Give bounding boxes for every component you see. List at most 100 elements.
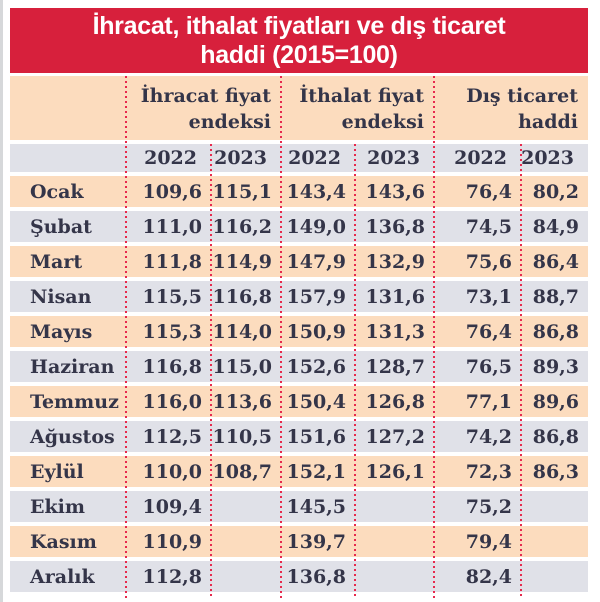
table-row: Mayıs 115,3 114,0 150,9 131,3 76,4 86,8 [10, 316, 588, 347]
left-edge-shadow [0, 0, 3, 602]
month-label: Eylül [30, 460, 84, 483]
value-cell: 86,8 [532, 425, 579, 448]
value-cell [521, 526, 588, 557]
value-cell: 152,1 [286, 460, 347, 483]
value-cell: 111,8 [142, 250, 203, 273]
value-cell: 112,5 [142, 425, 203, 448]
table-row: Mart 111,8 114,9 147,9 132,9 75,6 86,4 [10, 246, 588, 277]
value-cell [521, 491, 588, 522]
table-row: Şubat 111,0 116,2 149,0 136,8 74,5 84,9 [10, 211, 588, 242]
value-cell: 113,6 [212, 390, 273, 413]
value-cell: 76,4 [465, 180, 512, 203]
value-cell [211, 561, 281, 592]
year-header-row: 2022 2023 2022 2023 2022 2023 [10, 144, 588, 172]
value-cell: 73,1 [465, 285, 512, 308]
month-label: Temmuz [30, 390, 119, 413]
group-header-import: İthalat fiyat endeksi [281, 76, 434, 140]
month-label: Ekim [30, 495, 85, 518]
value-cell: 131,3 [365, 320, 426, 343]
value-cell [521, 561, 588, 592]
month-label: Ocak [30, 180, 84, 203]
group-header-export: İhracat fiyat endeksi [126, 76, 281, 140]
value-cell: 128,7 [365, 355, 426, 378]
value-cell: 116,8 [142, 355, 203, 378]
value-cell: 116,0 [142, 390, 203, 413]
value-cell: 157,9 [286, 285, 347, 308]
group-header-terms-line1: Dış ticaret [466, 85, 578, 107]
data-table: İhracat fiyat endeksi İthalat fiyat ende… [10, 76, 588, 598]
value-cell: 108,7 [212, 460, 273, 483]
value-cell: 131,6 [365, 285, 426, 308]
value-cell: 74,5 [465, 215, 512, 238]
value-cell [355, 561, 434, 592]
group-header-import-line1: İthalat fiyat [299, 85, 424, 107]
group-header-import-line2: endeksi [341, 111, 424, 133]
table-row: Temmuz 116,0 113,6 150,4 126,8 77,1 89,6 [10, 386, 588, 417]
value-cell: 150,9 [286, 320, 347, 343]
value-cell: 75,6 [465, 250, 512, 273]
value-cell: 82,4 [465, 565, 512, 588]
value-cell: 114,9 [212, 250, 273, 273]
value-cell: 143,6 [365, 180, 426, 203]
value-cell: 147,9 [286, 250, 347, 273]
month-label: Mayıs [30, 320, 93, 343]
value-cell: 110,5 [212, 425, 273, 448]
value-cell: 77,1 [465, 390, 512, 413]
value-cell: 109,4 [142, 495, 203, 518]
value-cell: 149,0 [286, 215, 347, 238]
value-cell: 127,2 [365, 425, 426, 448]
year-header: 2023 [521, 147, 574, 169]
value-cell: 75,2 [465, 495, 512, 518]
value-cell [211, 491, 281, 522]
group-header-terms-of-trade: Dış ticaret haddi [434, 76, 588, 140]
value-cell [355, 491, 434, 522]
value-cell: 112,8 [142, 565, 203, 588]
year-header: 2022 [288, 147, 341, 169]
value-cell: 126,1 [365, 460, 426, 483]
value-cell: 88,7 [532, 285, 579, 308]
table-row: Ekim 109,4 145,5 75,2 [10, 491, 588, 522]
value-cell: 76,5 [465, 355, 512, 378]
year-header: 2022 [454, 147, 507, 169]
value-cell: 152,6 [286, 355, 347, 378]
month-label: Mart [30, 250, 83, 273]
table-row: Eylül 110,0 108,7 152,1 126,1 72,3 86,3 [10, 456, 588, 487]
value-cell: 132,9 [365, 250, 426, 273]
value-cell: 151,6 [286, 425, 347, 448]
table-row: Kasım 110,9 139,7 79,4 [10, 526, 588, 557]
title-banner: İhracat, ithalat fiyatları ve dış ticare… [10, 8, 588, 73]
table-row: Haziran 116,8 115,0 152,6 128,7 76,5 89,3 [10, 351, 588, 382]
value-cell: 111,0 [142, 215, 203, 238]
value-cell: 86,3 [532, 460, 579, 483]
value-cell: 72,3 [465, 460, 512, 483]
month-label: Aralık [30, 565, 95, 588]
group-header-export-line2: endeksi [188, 111, 271, 133]
value-cell: 110,9 [142, 530, 203, 553]
value-cell: 115,3 [142, 320, 203, 343]
year-header-spacer [10, 144, 126, 172]
value-cell: 114,0 [212, 320, 273, 343]
value-cell: 86,8 [532, 320, 579, 343]
group-header-row: İhracat fiyat endeksi İthalat fiyat ende… [10, 76, 588, 140]
value-cell: 139,7 [286, 530, 347, 553]
table-row: Aralık 112,8 136,8 82,4 [10, 561, 588, 592]
month-label: Nisan [30, 285, 92, 308]
table-row: Nisan 115,5 116,8 157,9 131,6 73,1 88,7 [10, 281, 588, 312]
value-cell [355, 526, 434, 557]
value-cell: 136,8 [365, 215, 426, 238]
value-cell: 115,1 [212, 180, 273, 203]
table-row: Ağustos 112,5 110,5 151,6 127,2 74,2 86,8 [10, 421, 588, 452]
table-row: Ocak 109,6 115,1 143,4 143,6 76,4 80,2 [10, 176, 588, 207]
group-header-terms-line2: haddi [518, 111, 578, 133]
value-cell: 143,4 [286, 180, 347, 203]
value-cell: 116,8 [212, 285, 273, 308]
table-body: Ocak 109,6 115,1 143,4 143,6 76,4 80,2 Şubat 111… [10, 176, 588, 592]
title-line-1: İhracat, ithalat fiyatları ve dış ticare… [92, 11, 506, 40]
value-cell: 136,8 [286, 565, 347, 588]
value-cell: 116,2 [212, 215, 273, 238]
value-cell [211, 526, 281, 557]
year-header: 2023 [367, 147, 420, 169]
value-cell: 126,8 [365, 390, 426, 413]
month-label: Haziran [30, 355, 115, 378]
value-cell: 109,6 [142, 180, 203, 203]
